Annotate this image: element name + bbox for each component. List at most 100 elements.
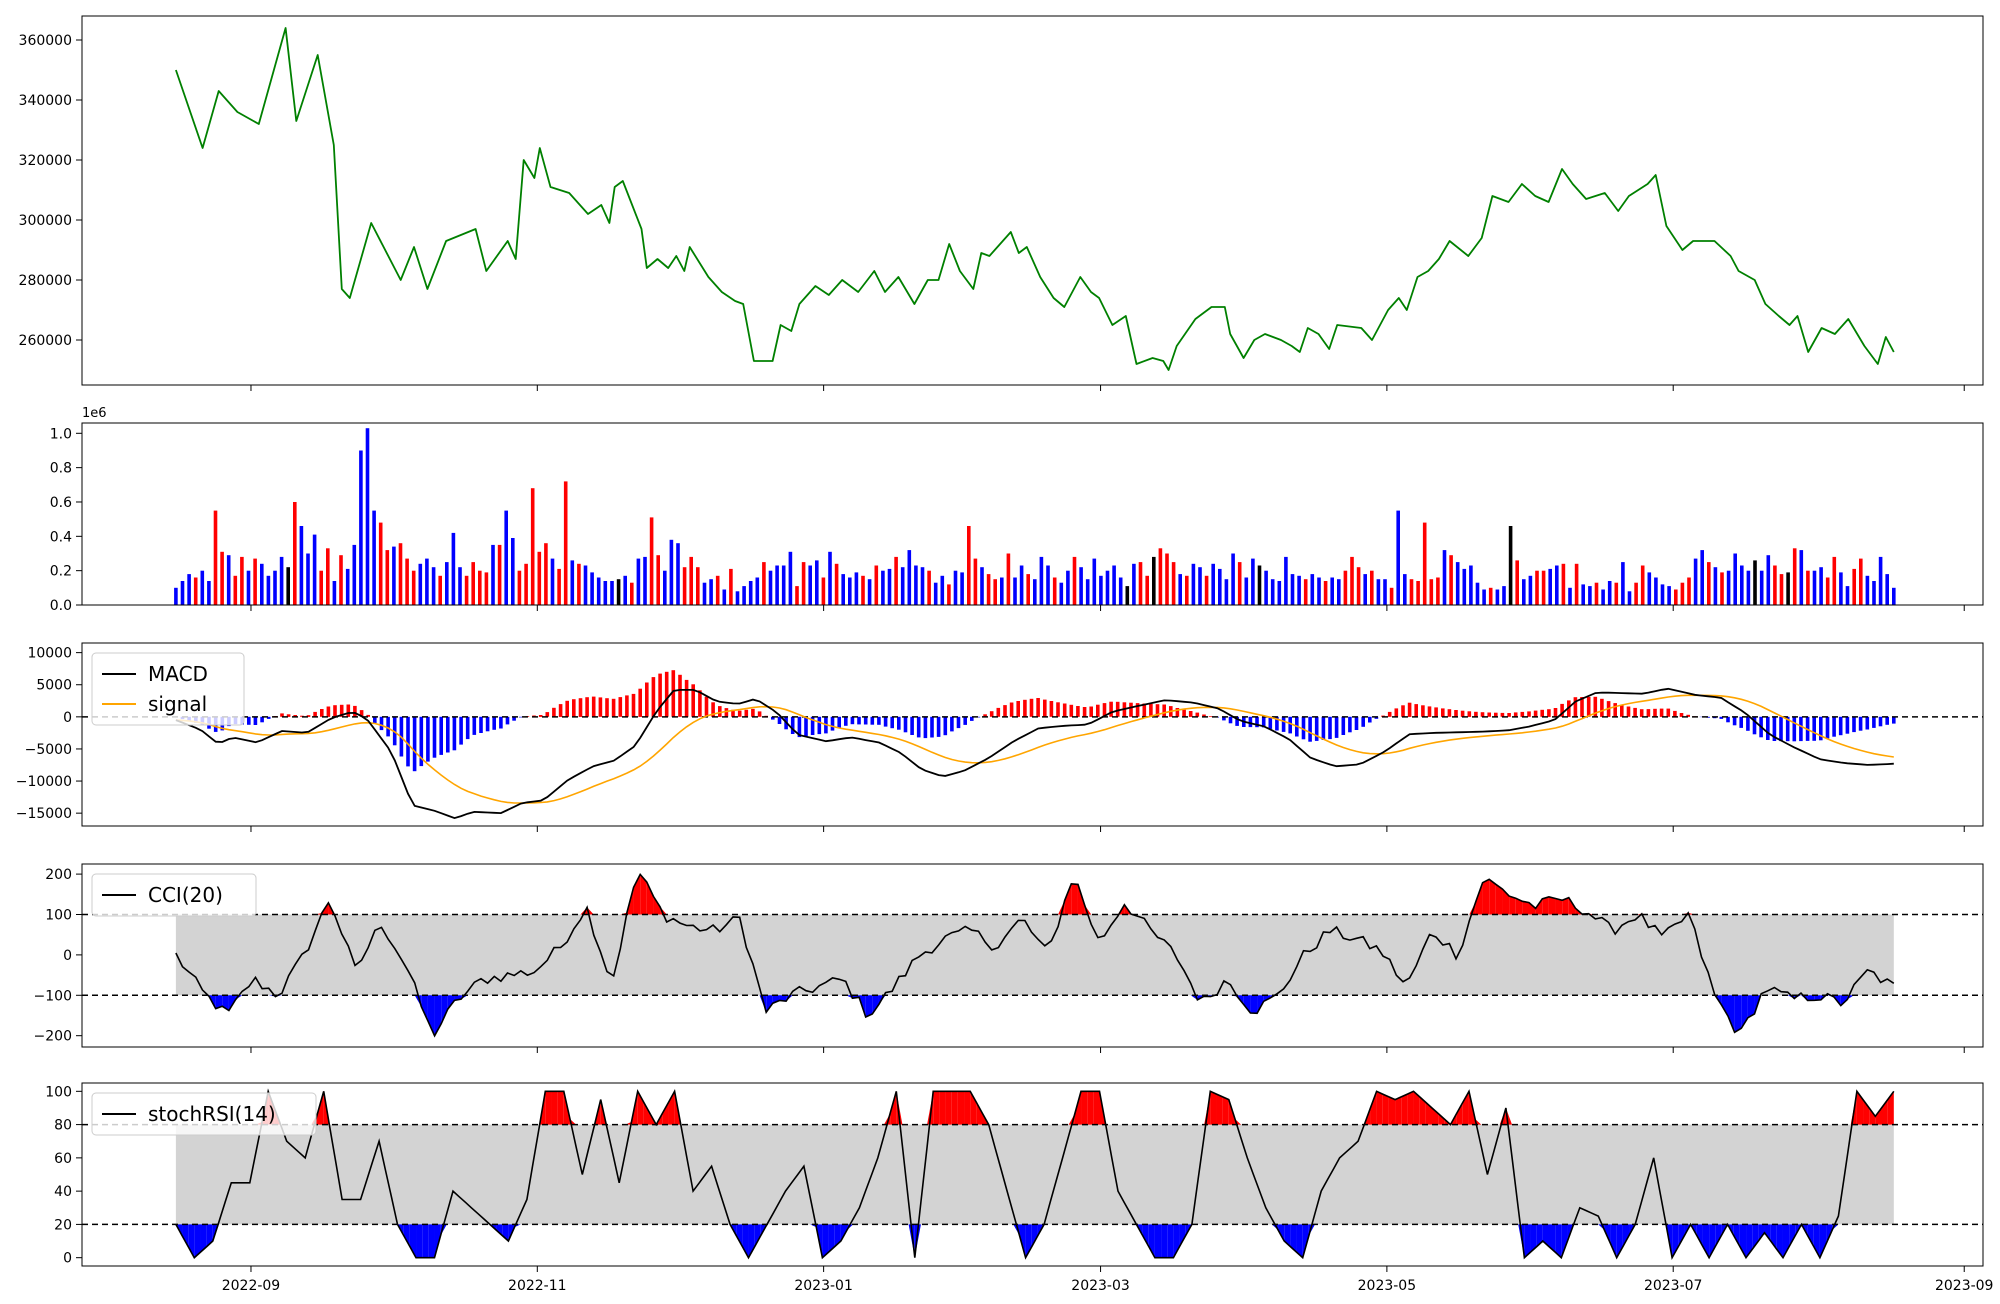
volume-bar (1753, 560, 1757, 605)
volume-bar (1245, 578, 1249, 606)
stochrsi-overbought-fill (1093, 1091, 1099, 1124)
volume-bar (372, 511, 376, 605)
volume-bar (1231, 554, 1235, 606)
macd-histogram-bar (1322, 717, 1326, 740)
volume-bar (432, 567, 436, 605)
macd-histogram-bar (254, 717, 258, 725)
volume-bar (1172, 562, 1176, 605)
volume-bar (1700, 550, 1704, 605)
volume-bar (538, 552, 542, 605)
volume-bar (1568, 588, 1572, 605)
macd-histogram-bar (944, 717, 948, 735)
x-tick-label: 2022-09 (222, 1278, 281, 1294)
volume-bar (1324, 581, 1328, 605)
volume-bar (1284, 557, 1288, 605)
volume-bar (485, 572, 489, 605)
macd-histogram-bar (439, 717, 443, 755)
macd-histogram-bar (506, 717, 510, 725)
macd-histogram-bar (678, 675, 682, 717)
macd-histogram-bar (1540, 710, 1544, 717)
stochrsi-oversold-fill (1167, 1224, 1173, 1257)
volume-bar (174, 588, 178, 605)
cci-oversold-fill (1728, 995, 1735, 1032)
volume-bar (894, 557, 898, 605)
macd-histogram-bar (1269, 717, 1273, 729)
stochrsi-overbought-fill (1081, 1091, 1087, 1124)
cci-overbought-fill (1549, 897, 1556, 915)
volume-bar (1667, 586, 1671, 605)
volume-bar (240, 557, 244, 605)
volume-bar (1046, 566, 1050, 606)
macd-histogram-bar (1527, 711, 1531, 716)
stochrsi-ytick-label: 100 (45, 1084, 72, 1100)
volume-bar (1344, 571, 1348, 605)
macd-histogram-bar (745, 710, 749, 717)
volume-bar (980, 567, 984, 605)
price-ytick-label: 300000 (19, 213, 72, 229)
volume-bar (504, 511, 508, 605)
volume-bar (762, 562, 766, 605)
volume-bar (1687, 578, 1691, 606)
macd-histogram-bar (1812, 717, 1816, 741)
volume-bar (346, 569, 350, 605)
stochrsi-overbought-fill (1395, 1097, 1401, 1125)
volume-bar (491, 545, 495, 605)
volume-bar (1720, 572, 1724, 605)
volume-bar (650, 517, 654, 605)
volume-bar (1112, 566, 1116, 606)
volume-bar (1733, 554, 1737, 606)
volume-bar (947, 584, 951, 605)
volume-bar (941, 576, 945, 605)
volume-bar (1760, 571, 1764, 605)
macd-histogram-bar (1587, 697, 1591, 717)
volume-bar (247, 571, 251, 605)
volume-bar (590, 572, 594, 605)
cci-overbought-fill (1556, 899, 1563, 915)
volume-bar (1846, 586, 1850, 605)
volume-bar (1529, 576, 1533, 605)
macd-histogram-bar (1660, 709, 1664, 717)
macd-histogram-bar (1388, 712, 1392, 717)
macd-histogram-bar (1633, 708, 1637, 717)
macd-histogram-bar (353, 706, 357, 717)
stochrsi-ytick-label: 80 (54, 1118, 72, 1134)
volume-bar (1337, 579, 1341, 605)
macd-histogram-bar (1653, 709, 1657, 717)
stochrsi-overbought-fill (1457, 1102, 1463, 1124)
volume-bar (399, 543, 403, 605)
macd-histogram-bar (698, 690, 702, 717)
volume-bar (1297, 576, 1301, 605)
macd-histogram-bar (871, 717, 875, 725)
macd-histogram-bar (851, 717, 855, 724)
volume-bar (280, 557, 284, 605)
macd-histogram-bar (1859, 717, 1863, 731)
stochrsi-overbought-fill (1216, 1094, 1222, 1125)
volume-bar (1581, 584, 1585, 605)
macd-histogram-bar (585, 697, 589, 717)
macd-histogram-bar (1839, 717, 1843, 735)
macd-histogram-bar (1361, 717, 1365, 727)
stochrsi-overbought-fill (964, 1091, 970, 1124)
volume-bar (1066, 571, 1070, 605)
volume-bar (729, 569, 733, 605)
volume-bar (1053, 578, 1057, 606)
price-line (176, 28, 1894, 370)
volume-bar (1727, 571, 1731, 605)
volume-bar (637, 559, 641, 605)
macd-histogram-bar (433, 717, 437, 758)
stochrsi-overbought-fill (939, 1091, 945, 1124)
volume-bar (1806, 571, 1810, 605)
volume-bar (392, 547, 396, 605)
macd-histogram-bar (1852, 717, 1856, 732)
macd-histogram-bar (705, 697, 709, 717)
volume-bar (1800, 550, 1804, 605)
macd-histogram-bar (1070, 705, 1074, 717)
price-ytick-label: 340000 (19, 93, 72, 109)
volume-bar (551, 559, 555, 605)
volume-bar (769, 571, 773, 605)
volume-bar (1093, 559, 1097, 605)
volume-bar (524, 564, 528, 605)
